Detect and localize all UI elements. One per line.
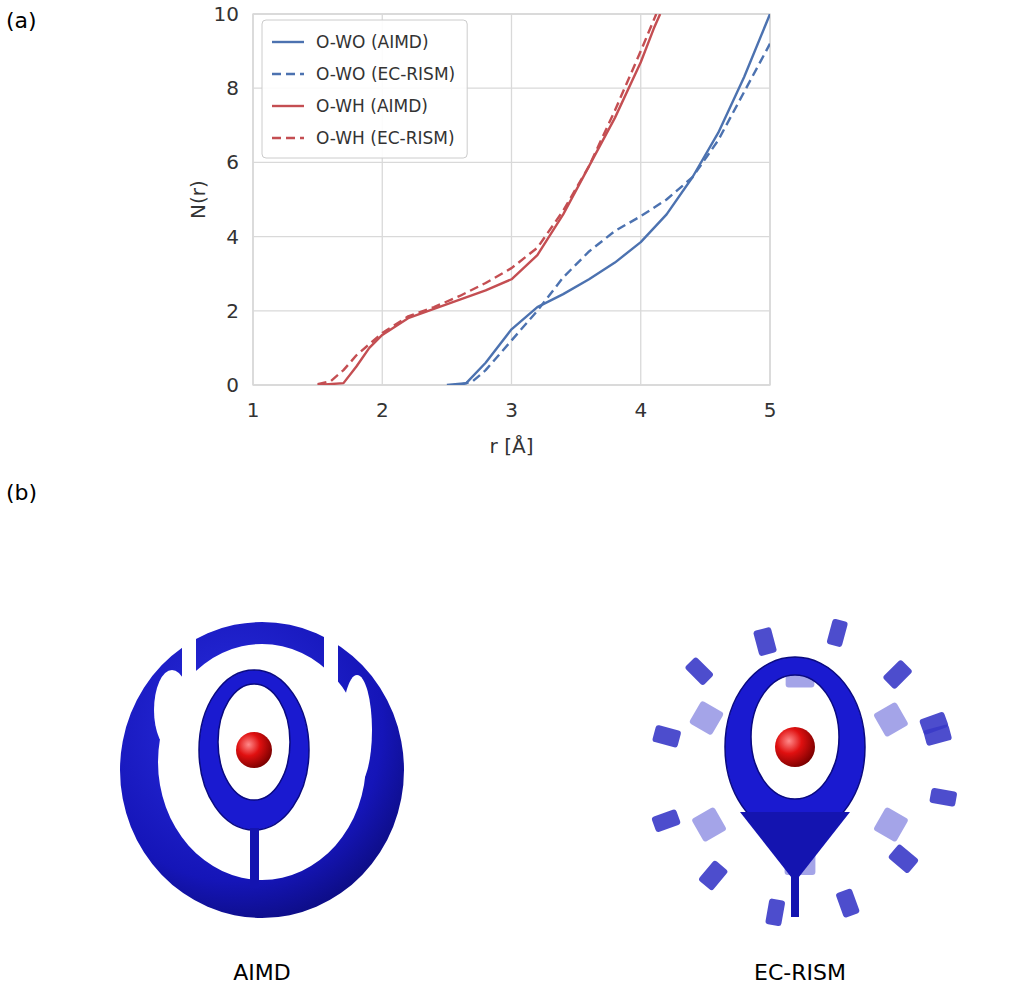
legend-label: O-WH (EC-RISM) [316,128,455,148]
surface-patch [882,659,913,690]
surface-patch [835,888,860,918]
tick-label: 10 [214,2,239,26]
surface-patch [929,787,957,807]
image-caption: AIMD [233,960,290,985]
grid-line [769,14,770,385]
surface-patch [698,860,729,892]
grid-line [640,14,641,385]
legend-label: O-WH (AIMD) [316,96,428,116]
legend-swatch [272,73,304,75]
panel-label: (a) [6,8,37,33]
surface-patch [873,806,909,842]
grid-line [253,310,770,311]
grid-line [252,14,253,385]
inner-loop [199,670,309,830]
surface-patch [652,725,682,748]
shell-gap [324,620,338,730]
panel-label: (b) [6,480,37,505]
shell-hole [154,670,190,750]
legend-box [262,20,467,158]
tick-label: 5 [764,398,777,422]
legend-swatch [272,105,304,107]
oxygen-atom [236,732,272,768]
surface-patch [691,806,727,842]
solvation-shell [120,622,404,918]
tick-label: 2 [226,299,239,323]
surface-patch [923,724,952,746]
legend: O-WO (AIMD) O-WO (EC-RISM) O-WH (AIMD) O-WH… [262,20,467,158]
loop-stem [250,828,259,888]
surface-patch [651,809,681,833]
grid-line [253,236,770,237]
tick-label: 1 [247,398,260,422]
image-caption: EC-RISM [754,960,846,985]
surface-patch [684,656,714,686]
shell-hole [342,675,372,785]
series-line [447,14,770,385]
surface-patch [888,843,920,874]
isosurface-ecrism [651,618,957,926]
surface-patch [765,898,785,926]
tick-label: 6 [226,150,239,174]
surface-patch [753,627,777,657]
grid-line [253,13,770,14]
tick-label: 8 [226,76,239,100]
series-line [460,44,770,385]
legend-label: O-WO (AIMD) [316,32,429,52]
figure: 1 2 3 4 5 0 2 4 6 8 10 r [Å] N(r) O-WO (AIMD) O-WO (EC… [0,0,1030,1008]
surface-patch [873,701,909,737]
plot-frame [253,14,770,385]
oxygen-atom [775,727,815,767]
grid-line [253,162,770,163]
legend-swatch [272,137,304,139]
tick-label: 3 [505,398,518,422]
axis-title: N(r) [186,180,210,219]
loop-stem [791,872,799,917]
tick-label: 2 [376,398,389,422]
surface-patch [689,700,724,735]
inner-loop [725,657,865,837]
tick-label: 4 [634,398,647,422]
loop-stem [740,812,850,882]
surface-patch [826,618,848,647]
isosurface-aimd [120,620,404,918]
tick-label: 4 [226,225,239,249]
tick-label: 0 [226,373,239,397]
legend-label: O-WO (EC-RISM) [316,64,455,84]
legend-swatch [272,41,304,43]
axis-title: r [Å] [490,434,534,458]
